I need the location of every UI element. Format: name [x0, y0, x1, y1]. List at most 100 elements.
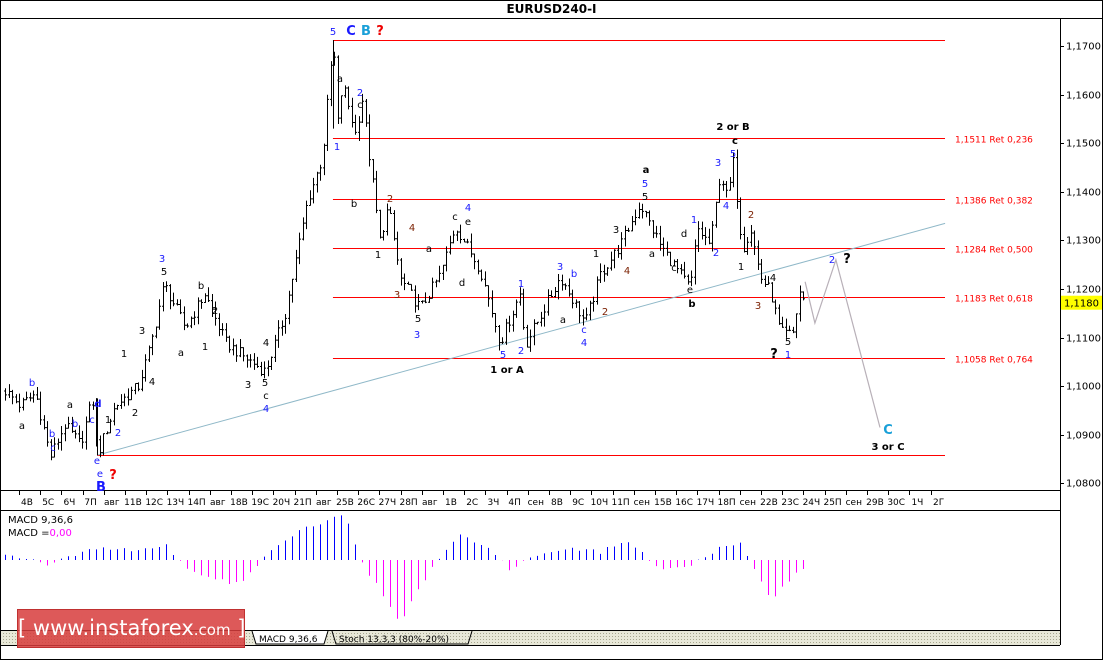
- ohlc-bar: [358, 116, 361, 142]
- ohlc-bar: [130, 386, 133, 401]
- ohlc-bar: [225, 323, 228, 342]
- ohlc-bar: [165, 281, 168, 292]
- macd-value-label: MACD =: [8, 528, 50, 539]
- wave-label: ?: [843, 252, 851, 267]
- x-tick-label: 28П: [399, 498, 417, 508]
- wave-label: c: [671, 263, 677, 274]
- wave-label: 1: [375, 250, 381, 261]
- ohlc-bar: [648, 210, 651, 226]
- wave-label: c: [581, 325, 587, 336]
- ohlc-bar: [536, 321, 539, 325]
- ohlc-bar: [799, 285, 802, 322]
- ohlc-bar: [176, 299, 179, 306]
- ohlc-bar: [22, 397, 25, 411]
- ohlc-bar: [39, 391, 42, 425]
- x-tick-label: 27Ч: [379, 498, 397, 508]
- wave-label: a: [19, 421, 25, 432]
- wave-label: c: [50, 443, 56, 454]
- ohlc-bar: [557, 273, 560, 300]
- wave-label: 4: [149, 377, 155, 388]
- ohlc-bar: [540, 311, 543, 327]
- ohlc-bar: [690, 270, 693, 287]
- x-tick-label: 10Ч: [591, 498, 609, 508]
- ohlc-bar: [162, 281, 165, 312]
- ohlc-bar: [274, 334, 277, 362]
- ohlc-bar: [197, 297, 200, 325]
- ohlc-bar: [179, 299, 182, 315]
- ohlc-bar: [456, 230, 459, 242]
- x-tick-label: 2Г: [933, 498, 944, 508]
- wave-label: 5: [161, 267, 167, 278]
- ohlc-bar: [666, 241, 669, 256]
- ohlc-bar: [599, 263, 602, 283]
- ohlc-bar: [155, 326, 158, 339]
- y-tick-label: 1,0900: [1066, 431, 1101, 442]
- ohlc-bar: [757, 240, 760, 271]
- ohlc-bar: [298, 232, 301, 265]
- ohlc-bar: [102, 433, 105, 456]
- ohlc-bar: [291, 278, 294, 303]
- ohlc-bar: [753, 230, 756, 255]
- ohlc-bar: [617, 244, 620, 258]
- wave-label: 1 or A: [490, 365, 524, 376]
- wave-label: 2: [357, 88, 363, 99]
- wave-label: c: [263, 391, 269, 402]
- wave-label: d: [459, 278, 465, 289]
- ohlc-bar: [18, 393, 21, 413]
- ohlc-bar: [589, 300, 592, 321]
- x-tick-label: 17Ч: [697, 498, 715, 508]
- ohlc-bar: [326, 94, 329, 152]
- tab-label: Stoch 13,3,3 (80%-20%): [339, 635, 449, 645]
- ohlc-bar: [295, 249, 298, 283]
- wave-label: 4: [581, 338, 587, 349]
- ohlc-bar: [725, 180, 728, 198]
- ohlc-bar: [11, 389, 14, 405]
- ohlc-bar: [277, 320, 280, 348]
- ohlc-bar: [344, 85, 347, 98]
- projection-path: [804, 257, 881, 428]
- wave-label: 2: [602, 307, 608, 318]
- ohlc-bar: [466, 238, 469, 244]
- ohlc-bar: [127, 388, 130, 406]
- ohlc-bar: [256, 356, 259, 368]
- ohlc-bar: [46, 421, 49, 447]
- wave-label: 2: [115, 428, 121, 439]
- x-tick-label: 25П: [823, 498, 841, 508]
- ohlc-bar: [148, 345, 151, 362]
- ohlc-bar: [494, 313, 497, 333]
- wave-label: 5: [415, 314, 421, 325]
- ohlc-bar: [470, 233, 473, 258]
- ohlc-bar: [585, 307, 588, 321]
- ohlc-bar: [610, 251, 613, 271]
- ohlc-bar: [123, 393, 126, 407]
- ohlc-bar: [330, 61, 333, 107]
- y-tick-label: 1,1000: [1066, 382, 1101, 393]
- wave-label: c: [89, 415, 95, 426]
- ohlc-bar: [4, 388, 7, 401]
- x-tick-label: 22В: [760, 498, 778, 508]
- instaforex-watermark[interactable]: [ www.instaforex.com ]: [17, 609, 245, 648]
- wave-label: 4: [263, 338, 269, 349]
- ohlc-bar: [85, 416, 88, 450]
- ohlc-bar: [435, 279, 438, 288]
- x-tick-label: 4В: [21, 498, 33, 508]
- ohlc-bar: [312, 177, 315, 204]
- ohlc-bar: [620, 232, 623, 260]
- ohlc-bar: [484, 271, 487, 287]
- x-tick-label: 12С: [145, 498, 163, 508]
- ohlc-bar: [137, 382, 140, 392]
- ohlc-bar: [708, 228, 711, 245]
- wave-label: 4: [770, 273, 776, 284]
- ohlc-bar: [218, 313, 221, 337]
- x-tick-label: 5С: [42, 498, 54, 508]
- ohlc-bar: [403, 273, 406, 291]
- wave-label: 3: [613, 225, 619, 236]
- wave-label: 3: [139, 326, 145, 337]
- ohlc-bar: [680, 264, 683, 275]
- ohlc-bar: [491, 290, 494, 318]
- ohlc-bar: [697, 221, 700, 253]
- trend-line: [96, 222, 946, 456]
- wave-label: 1: [518, 279, 524, 290]
- ohlc-bar: [305, 200, 308, 230]
- fib-level-label: 1,1284 Ret 0,500: [955, 246, 1033, 256]
